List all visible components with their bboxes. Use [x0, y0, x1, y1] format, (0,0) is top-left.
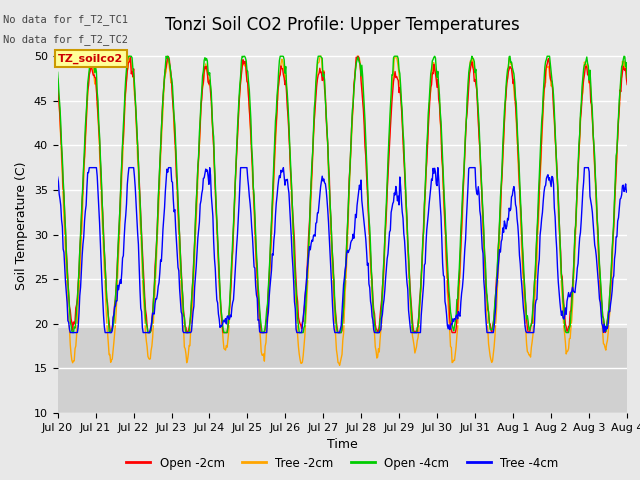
Text: No data for f_T2_TC2: No data for f_T2_TC2 — [3, 34, 128, 45]
Y-axis label: Soil Temperature (C): Soil Temperature (C) — [15, 161, 28, 290]
Bar — [58, 328, 627, 413]
Legend: Open -2cm, Tree -2cm, Open -4cm, Tree -4cm: Open -2cm, Tree -2cm, Open -4cm, Tree -4… — [122, 452, 563, 474]
Text: TZ_soilco2: TZ_soilco2 — [58, 53, 124, 64]
X-axis label: Time: Time — [327, 438, 358, 451]
Title: Tonzi Soil CO2 Profile: Upper Temperatures: Tonzi Soil CO2 Profile: Upper Temperatur… — [165, 16, 520, 34]
Text: No data for f_T2_TC1: No data for f_T2_TC1 — [3, 14, 128, 25]
